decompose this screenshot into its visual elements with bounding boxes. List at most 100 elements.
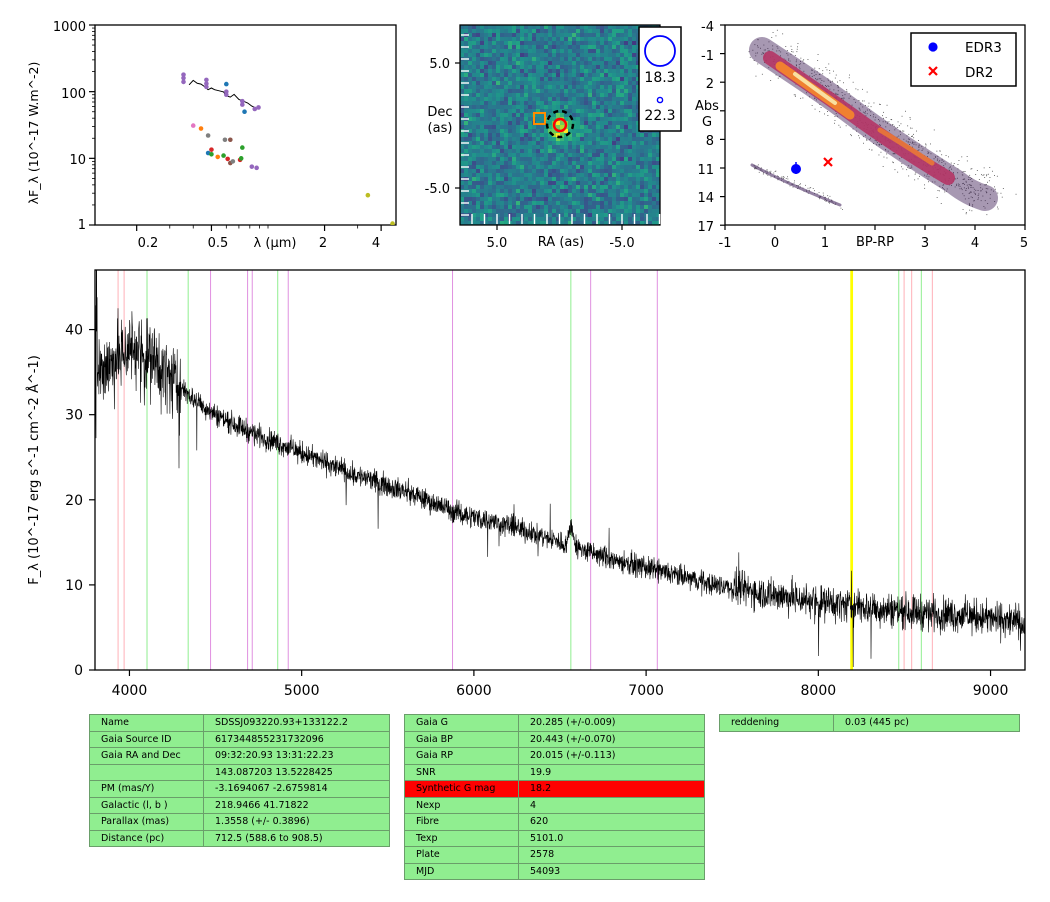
sed-photometry-point [190, 123, 196, 128]
table-key-cell: Gaia BP [404, 730, 519, 748]
spectrum-line [95, 270, 1025, 668]
edr3-point [791, 164, 801, 174]
hr-density-cloud [748, 29, 1017, 216]
sed-marks [181, 72, 395, 225]
image-x-tick: 5.0 [487, 236, 508, 251]
spectrum-x-tick: 4000 [112, 683, 148, 699]
table-row: Gaia Source ID 617344855231732096 [89, 730, 390, 748]
table-row: Gaia RA and Dec 09:32:20.93 13:31:22.23 [89, 747, 390, 765]
sed-ticks [89, 24, 382, 231]
table-row: Galactic (l, b ) 218.9466 41.71822 [89, 796, 390, 814]
table-row: Parallax (mas) 1.3558 (+/- 0.3896) [89, 813, 390, 831]
table-key-cell: Gaia RP [404, 747, 519, 765]
hr-x-tick: 3 [921, 236, 929, 251]
hr-x-label: BP-RP [856, 235, 894, 250]
sed-photometry-point [222, 137, 228, 143]
table-key-cell: Gaia G [404, 714, 519, 732]
hr-y-tick: 11 [697, 163, 714, 178]
image-y-label-line2: (as) [428, 121, 453, 136]
table-key-cell: Parallax (mas) [89, 813, 204, 831]
target-circle [552, 117, 568, 133]
sed-photometry-point [254, 165, 259, 171]
table-value-cell: 0.03 (445 pc) [833, 714, 1020, 732]
table-value-cell: 5101.0 [518, 829, 705, 847]
table-row: SNR 19.9 [404, 763, 705, 781]
square-marker [533, 112, 546, 125]
table-row: Texp 5101.0 [404, 829, 705, 847]
sed-photometry-point [224, 92, 229, 98]
sed-photometry-point [249, 164, 255, 169]
table-key-cell: Fibre [404, 813, 519, 831]
table-value-cell: 20.015 (+/-0.113) [518, 747, 705, 765]
sed-photometry-point [221, 153, 226, 158]
sed-x-tick: 4 [372, 236, 380, 251]
hr-ticks [720, 24, 1026, 230]
image-mag-legend: 18.3 22.3 [638, 26, 682, 132]
bright-mag-circle [644, 35, 676, 67]
image-panel: 18.3 22.3 5.0 -5.0 5.0 -5.0 RA (as) Dec … [425, 24, 682, 251]
mag-label-faint: 22.3 [644, 108, 675, 124]
sed-y-tick: 1 [78, 218, 86, 233]
sed-y-tick: 100 [61, 87, 86, 102]
table-key-cell: Name [89, 714, 204, 732]
table-row: Gaia BP 20.443 (+/-0.070) [404, 730, 705, 748]
image-y-tick: 5.0 [429, 57, 450, 72]
table-value-cell: 143.087203 13.5228425 [203, 763, 390, 781]
table-key-cell: MJD [404, 862, 519, 880]
table-value-cell: 19.9 [518, 763, 705, 781]
sed-photometry-point [204, 77, 209, 83]
table-value-cell: -3.1694067 -2.6759814 [203, 780, 390, 798]
mag-label-bright: 18.3 [644, 70, 675, 86]
sed-y-tick: 1000 [53, 20, 86, 35]
sed-photometry-point [224, 81, 229, 87]
dashed-aperture [545, 109, 575, 139]
table-row: MJD 54093 [404, 862, 705, 880]
hr-legend: EDR3 DR2 [910, 32, 1017, 87]
table-row: 143.087203 13.5228425 [89, 763, 390, 781]
table-key-cell: Nexp [404, 796, 519, 814]
hr-y-tick: -1 [701, 49, 714, 64]
sed-photometry-point [238, 156, 244, 161]
sed-y-tick: 10 [69, 153, 86, 168]
sed-photometry-point [240, 145, 245, 150]
table-row: Fibre 620 [404, 813, 705, 831]
spectrum-y-tick: 0 [74, 663, 83, 679]
image-ticks [455, 34, 661, 230]
info-table-source: Name SDSSJ093220.93+133122.2 Gaia Source I… [89, 714, 390, 847]
hr-y-tick: 17 [697, 220, 714, 235]
spectrum-x-tick: 7000 [628, 683, 664, 699]
spectrum-y-tick: 20 [65, 493, 83, 509]
table-key-cell: Plate [404, 846, 519, 864]
edr3-legend-marker [928, 42, 938, 52]
hr-x-tick: 5 [1020, 236, 1028, 251]
sed-photometry-point [181, 75, 186, 81]
table-key-cell [89, 763, 204, 781]
spectrum-ticks [89, 328, 992, 676]
sed-x-label: λ (μm) [254, 236, 297, 251]
hr-y-label-line1: Abs [695, 99, 719, 114]
hr-panel: EDR3 DR2 -4 -1 2 5 8 11 14 17 Abs G -1 0… [695, 20, 1028, 251]
hr-x-tick: -1 [719, 236, 732, 251]
spectrum-y-label: F_λ (10^-17 erg s^-1 cm^-2 Å^-1) [26, 355, 42, 585]
spectrum-x-tick: 6000 [456, 683, 492, 699]
sed-photometry-point [230, 159, 236, 164]
sed-x-tick: 0.5 [208, 236, 229, 251]
table-key-cell: PM (mas/Y) [89, 780, 204, 798]
spectrum-y-tick: 10 [65, 578, 83, 594]
table-value-cell: 1.3558 (+/- 0.3896) [203, 813, 390, 831]
sed-photometry-point [225, 156, 230, 162]
table-value-cell: 218.9466 41.71822 [203, 796, 390, 814]
table-row: Nexp 4 [404, 796, 705, 814]
image-x-tick: -5.0 [609, 236, 634, 251]
table-row: Name SDSSJ093220.93+133122.2 [89, 714, 390, 732]
sed-panel: 1 10 100 1000 0.2 0.5 2 4 λ (μm) λF_λ (1… [26, 20, 397, 251]
sed-photometry-point [240, 98, 245, 104]
info-table-extinction: reddening 0.03 (445 pc) [719, 714, 1020, 732]
table-row: reddening 0.03 (445 pc) [719, 714, 1020, 732]
table-key-cell: Galactic (l, b ) [89, 796, 204, 814]
faint-mag-circle [656, 96, 664, 104]
sed-photometry-point [256, 105, 261, 110]
hr-y-tick: 2 [706, 77, 714, 92]
sed-photometry-point [204, 84, 209, 90]
spectrum-plot-area [95, 270, 1025, 670]
